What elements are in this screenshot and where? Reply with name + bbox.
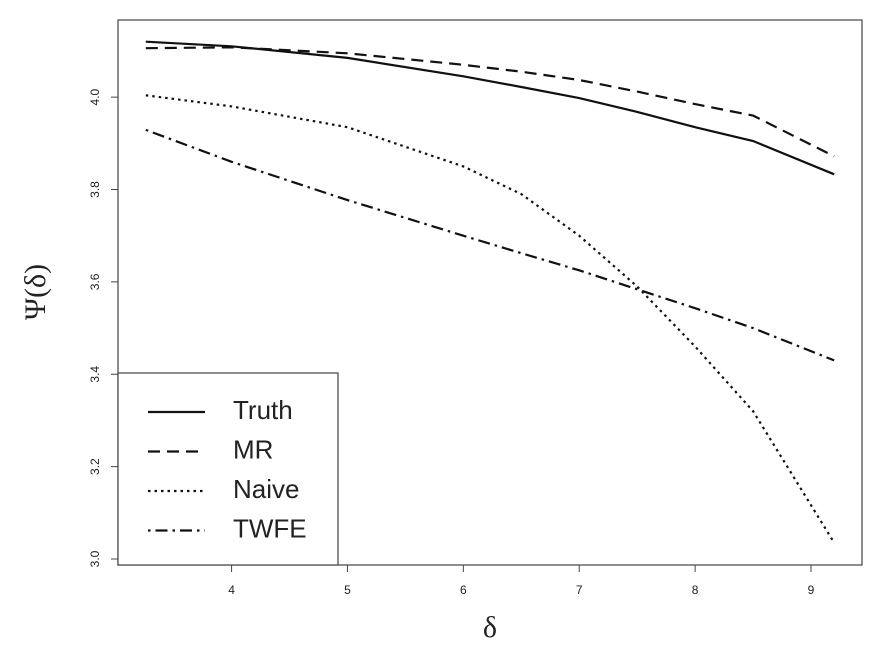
y-tick-label: 4.0 <box>88 88 102 105</box>
series-line <box>145 40 835 176</box>
x-tick-label: 8 <box>692 583 699 597</box>
series-line <box>145 94 836 544</box>
legend-label: TWFE <box>233 513 307 543</box>
y-tick-label: 3.4 <box>88 366 102 383</box>
x-axis-title: δ <box>483 611 497 644</box>
legend-label: Truth <box>233 395 293 425</box>
plot-frame <box>117 19 863 566</box>
legend-label: Naive <box>233 474 299 504</box>
series-line <box>145 128 835 362</box>
legend-box <box>117 372 339 566</box>
series-line <box>145 46 835 158</box>
legend-label: MR <box>233 434 273 464</box>
x-tick-label: 9 <box>808 583 815 597</box>
x-tick-label: 5 <box>344 583 351 597</box>
y-axis-title: Ψ(δ) <box>19 264 52 320</box>
x-tick-label: 6 <box>460 583 467 597</box>
x-tick-label: 4 <box>228 583 235 597</box>
y-tick-label: 3.2 <box>88 458 102 475</box>
y-tick-label: 3.8 <box>88 181 102 198</box>
y-tick-label: 3.0 <box>88 550 102 567</box>
x-tick-label: 7 <box>576 583 583 597</box>
y-tick-label: 3.6 <box>88 273 102 290</box>
